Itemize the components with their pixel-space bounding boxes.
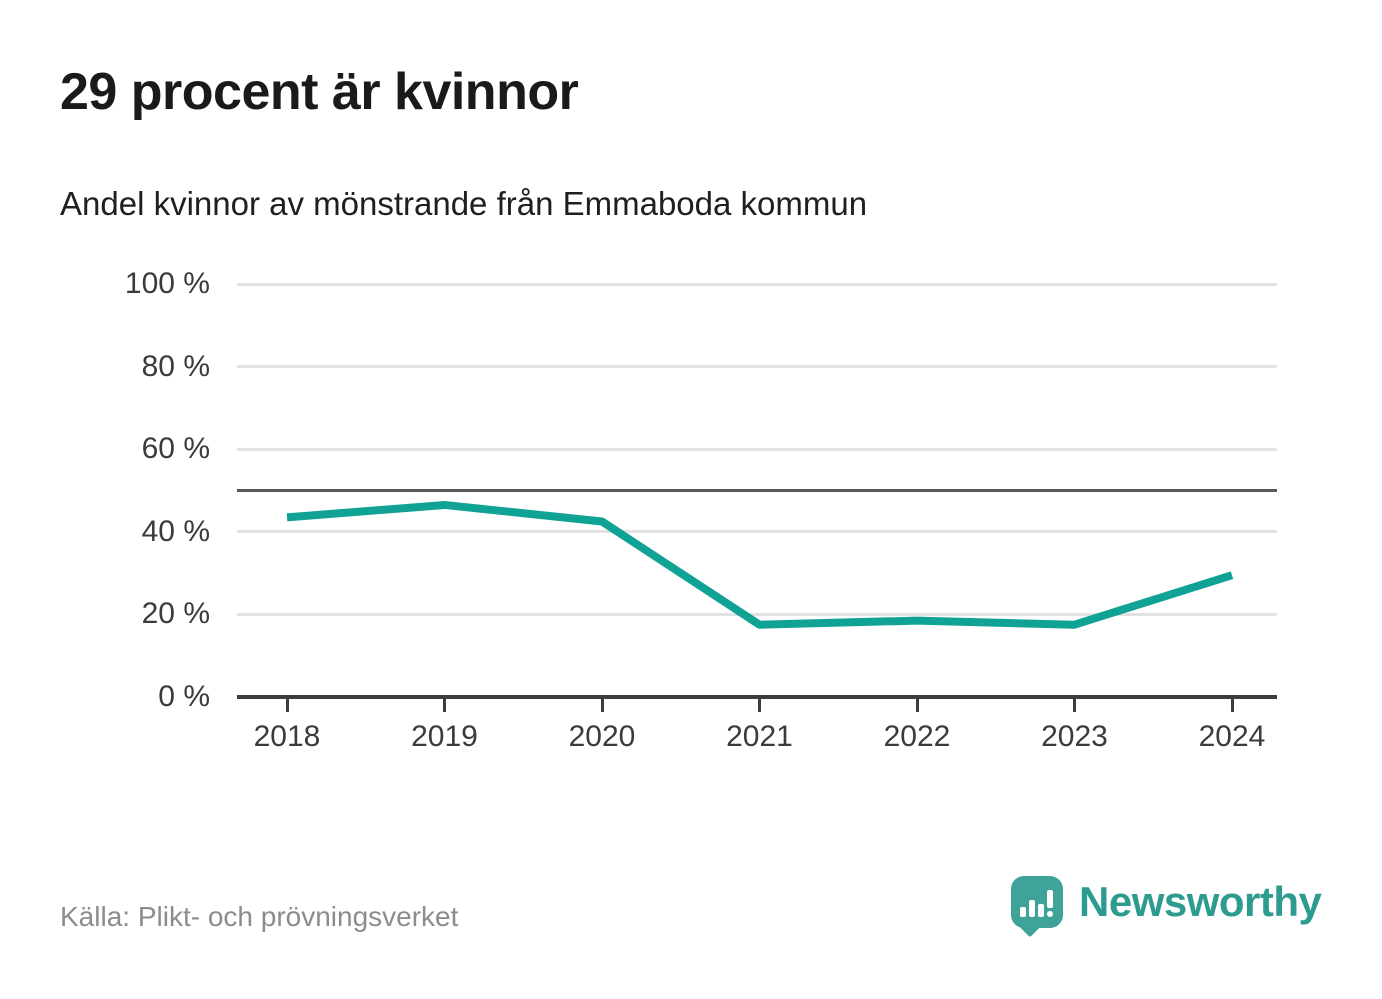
newsworthy-wordmark: Newsworthy	[1079, 878, 1322, 925]
gridline	[237, 612, 1277, 616]
gridline	[237, 530, 1277, 534]
x-axis-label: 2024	[1198, 720, 1266, 753]
x-axis-tick	[915, 699, 919, 712]
reference-line	[237, 489, 1277, 492]
newsworthy-logo: Newsworthy	[1011, 876, 1322, 938]
x-axis-tick	[443, 699, 446, 712]
bar-chart-exclamation-icon	[1020, 890, 1053, 917]
x-axis-tick	[1073, 699, 1076, 712]
x-axis-tick	[285, 699, 289, 712]
x-axis-label: 2022	[883, 720, 951, 753]
y-axis-label: 80 %	[141, 349, 210, 383]
x-axis-label: 2021	[726, 720, 793, 753]
y-axis-label: 100 %	[124, 267, 210, 300]
y-axis-label: 20 %	[141, 597, 210, 631]
x-axis-line	[237, 695, 1277, 699]
y-axis-label: 60 %	[141, 432, 210, 466]
x-axis-tick	[600, 699, 604, 712]
x-axis-label: 2019	[411, 720, 478, 753]
x-axis-tick	[1230, 699, 1234, 712]
x-axis-label: 2018	[253, 720, 321, 753]
gridline	[237, 447, 1277, 451]
x-axis-label: 2023	[1041, 720, 1108, 753]
y-axis-label: 40 %	[141, 514, 210, 548]
x-axis-label: 2020	[568, 720, 636, 753]
gridline	[237, 365, 1277, 369]
newsworthy-logo-icon	[1011, 876, 1063, 938]
gridline	[237, 282, 1277, 286]
page-title: 29 procent är kvinnor	[60, 63, 579, 121]
trend-line	[286, 500, 1234, 629]
chart-subtitle: Andel kvinnor av mönstrande från Emmabod…	[60, 185, 868, 222]
source-note: Källa: Plikt- och prövningsverket	[60, 901, 459, 932]
y-axis-label: 0 %	[158, 680, 210, 713]
x-axis-tick	[758, 699, 761, 712]
